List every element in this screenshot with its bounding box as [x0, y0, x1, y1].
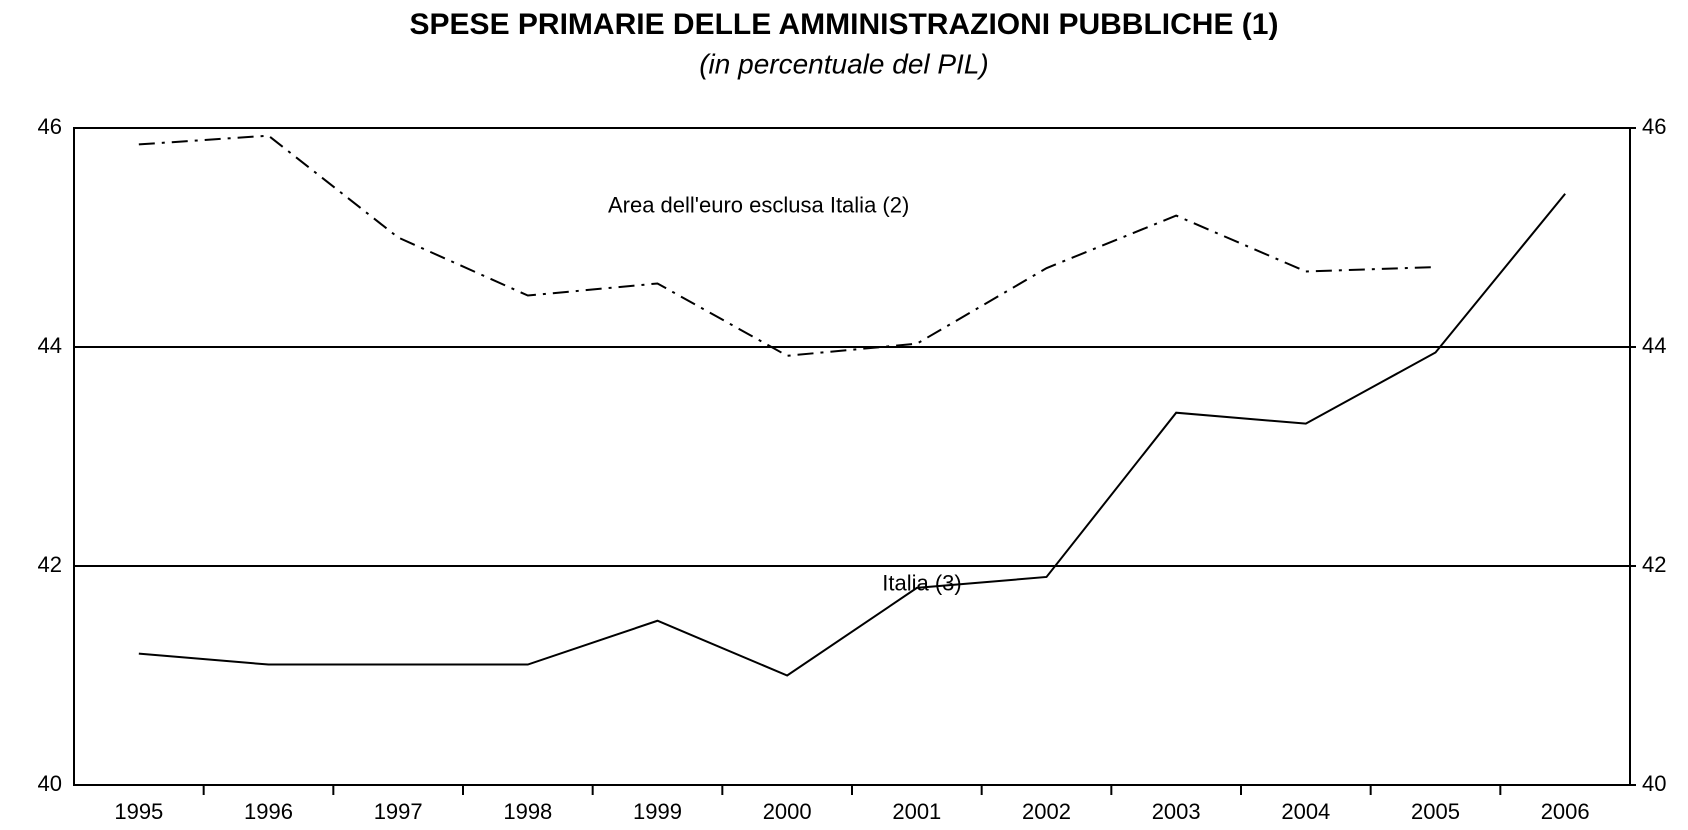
- series-label: Italia (3): [882, 570, 961, 595]
- chart-subtitle: (in percentuale del PIL): [699, 48, 989, 79]
- y-tick-label: 42: [38, 552, 62, 577]
- y2-tick-label: 46: [1642, 114, 1666, 139]
- x-tick-label: 2003: [1152, 799, 1201, 824]
- x-tick-label: 2000: [763, 799, 812, 824]
- y-tick-label: 44: [38, 333, 62, 358]
- x-tick-label: 1996: [244, 799, 293, 824]
- chart-title: SPESE PRIMARIE DELLE AMMINISTRAZIONI PUB…: [410, 8, 1279, 41]
- x-tick-label: 2002: [1022, 799, 1071, 824]
- x-tick-label: 2005: [1411, 799, 1460, 824]
- y-tick-label: 46: [38, 114, 62, 139]
- x-tick-label: 2006: [1541, 799, 1590, 824]
- y2-tick-label: 40: [1642, 771, 1666, 796]
- x-tick-label: 1997: [374, 799, 423, 824]
- y2-tick-label: 42: [1642, 552, 1666, 577]
- y2-tick-label: 44: [1642, 333, 1666, 358]
- x-tick-label: 1998: [503, 799, 552, 824]
- x-tick-label: 1999: [633, 799, 682, 824]
- plot-frame: [73, 127, 1631, 786]
- line-series: [138, 134, 1436, 357]
- x-tick-label: 2004: [1281, 799, 1330, 824]
- series-label: Area dell'euro esclusa Italia (2): [608, 193, 909, 218]
- x-tick-label: 2001: [892, 799, 941, 824]
- y-tick-label: 40: [38, 771, 62, 796]
- x-tick-label: 1995: [114, 799, 163, 824]
- line-series: [138, 193, 1566, 677]
